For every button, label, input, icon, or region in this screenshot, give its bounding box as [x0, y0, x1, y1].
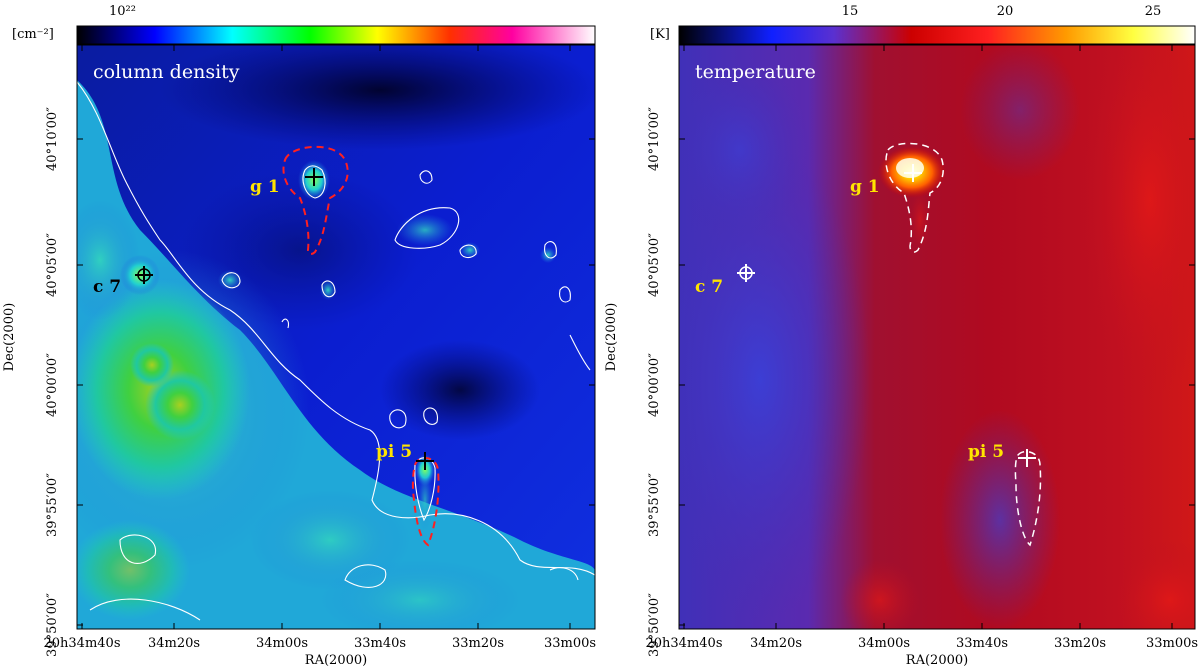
- source-markers-left: [135, 168, 434, 470]
- x-axis-title-left: RA(2000): [305, 653, 367, 668]
- y-tick-right-0: 40°10′00″: [647, 107, 662, 171]
- y-tick-right-1: 40°05′00″: [647, 233, 662, 297]
- dashed-regions-left: [282, 145, 440, 547]
- source-markers-right: [737, 164, 1036, 467]
- panel-label-left: column density: [93, 61, 240, 83]
- y-tick-right-4: 39°50′00″: [647, 593, 662, 657]
- x-tick-labels-right: 20h34m40s 34m20s 34m00s 33m40s 33m20s 33…: [646, 636, 1199, 651]
- x-tick-right-3: 33m40s: [956, 636, 1008, 651]
- x-tick-right-0: 20h34m40s: [646, 636, 723, 651]
- x-tick-left-1: 34m20s: [148, 636, 200, 651]
- ticks-left: [77, 45, 595, 629]
- x-tick-left-3: 33m40s: [354, 636, 406, 651]
- colorbar-tick-right-1: 20: [997, 4, 1014, 19]
- colorbar-tick-right-2: 25: [1145, 4, 1162, 19]
- contours-left: [77, 81, 595, 621]
- source-label-g1-right: g 1: [850, 177, 880, 197]
- source-label-g1-left: g 1: [250, 177, 280, 197]
- ticks-right: [679, 45, 1195, 629]
- colorbar-right: [678, 25, 1196, 45]
- y-tick-left-1: 40°05′00″: [45, 233, 60, 297]
- x-tick-left-4: 33m20s: [452, 636, 504, 651]
- x-tick-right-5: 33m00s: [1146, 636, 1198, 651]
- y-tick-left-3: 39°55′00″: [45, 473, 60, 537]
- source-label-pi5-left: pi 5: [376, 442, 412, 462]
- colorbar-unit-right: [K]: [650, 27, 670, 42]
- y-axis-title-left: Dec(2000): [2, 303, 17, 372]
- x-tick-left-0: 20h34m40s: [44, 636, 121, 651]
- dashed-regions-right: [885, 142, 1042, 547]
- colorbar-unit-left: [cm⁻²]: [12, 27, 54, 42]
- panel-label-right: temperature: [695, 61, 816, 83]
- panel-temperature: [K] 15 20 25: [604, 4, 1199, 668]
- panel-column-density: [cm⁻²] 10²²: [2, 4, 597, 668]
- x-tick-right-1: 34m20s: [750, 636, 802, 651]
- y-tick-labels-right: 40°10′00″ 40°05′00″ 40°00′00″ 39°55′00″ …: [647, 107, 662, 657]
- source-label-c7-right: c 7: [695, 277, 723, 297]
- colorbar-left: [76, 25, 596, 45]
- y-tick-right-2: 40°00′00″: [647, 353, 662, 417]
- source-label-pi5-right: pi 5: [968, 442, 1004, 462]
- y-tick-right-3: 39°55′00″: [647, 473, 662, 537]
- y-tick-left-2: 40°00′00″: [45, 353, 60, 417]
- x-tick-right-2: 34m00s: [858, 636, 910, 651]
- x-tick-labels-left: 20h34m40s 34m20s 34m00s 33m40s 33m20s 33…: [44, 636, 597, 651]
- x-tick-left-5: 33m00s: [544, 636, 596, 651]
- colorbar-tick-left: 10²²: [109, 4, 136, 19]
- y-tick-left-4: 39°50′00″: [45, 593, 60, 657]
- column-density-map: [77, 45, 595, 629]
- y-tick-labels-left: 40°10′00″ 40°05′00″ 40°00′00″ 39°55′00″ …: [45, 107, 60, 657]
- x-tick-left-2: 34m00s: [256, 636, 308, 651]
- x-tick-right-4: 33m20s: [1054, 636, 1106, 651]
- y-tick-left-0: 40°10′00″: [45, 107, 60, 171]
- colorbar-tick-right-0: 15: [842, 4, 859, 19]
- temperature-map: [679, 45, 1195, 629]
- x-axis-title-right: RA(2000): [906, 653, 968, 668]
- y-axis-title-right: Dec(2000): [604, 303, 619, 372]
- source-label-c7-left: c 7: [93, 277, 121, 297]
